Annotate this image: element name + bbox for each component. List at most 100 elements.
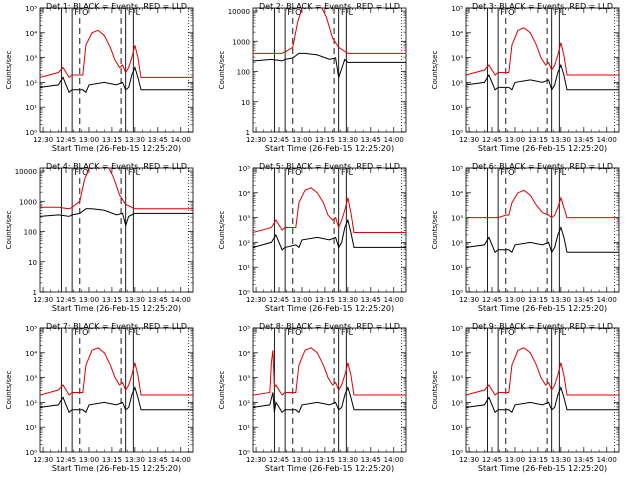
x-axis-label: Start Time (26-Feb-15 12:25:20)	[265, 464, 394, 473]
y-tick-label: 10000	[15, 168, 37, 176]
interval-marker-letter: F	[554, 8, 559, 17]
interval-marker-letter: F	[287, 168, 292, 177]
y-tick-label: 10	[28, 259, 37, 267]
y-tick-label: 10²	[238, 399, 250, 407]
x-tick-label: 13:30	[125, 296, 145, 304]
y-tick-label: 10²	[25, 399, 37, 407]
x-axis-label: Start Time (26-Feb-15 12:25:20)	[265, 144, 394, 153]
x-axis-label: Start Time (26-Feb-15 12:25:20)	[478, 144, 607, 153]
y-tick-label: 10⁵	[238, 325, 250, 333]
x-axis-label: Start Time (26-Feb-15 12:25:20)	[52, 464, 181, 473]
y-tick-label: 10⁴	[451, 190, 463, 198]
interval-marker-letter: L	[562, 328, 567, 337]
series-line-events	[466, 63, 619, 91]
x-tick-label: 12:45	[482, 296, 502, 304]
y-tick-label: 10¹	[451, 424, 463, 432]
interval-marker-letter: O	[508, 168, 514, 177]
series-line-events	[253, 52, 406, 78]
interval-marker-letter: O	[508, 328, 514, 337]
series-line-lld	[253, 347, 406, 396]
interval-marker-letter: O	[508, 8, 514, 17]
panel-title: Det 7: BLACK = Events, RED = LLD	[46, 322, 187, 331]
panel-title: Det 8: BLACK = Events, RED = LLD	[259, 322, 400, 331]
x-axis-label: Start Time (26-Feb-15 12:25:20)	[478, 304, 607, 313]
y-tick-label: 10⁴	[238, 190, 250, 198]
interval-marker-letter: L	[349, 168, 354, 177]
y-tick-label: 10	[241, 99, 250, 107]
x-tick-label: 14:00	[384, 456, 404, 464]
interval-marker-letter: F	[341, 168, 346, 177]
panel-title: Det 9: BLACK = Events, RED = LLD	[472, 322, 613, 331]
y-tick-label: 10000	[228, 8, 250, 16]
x-tick-label: 12:45	[482, 456, 502, 464]
y-tick-label: 10⁰	[238, 449, 250, 457]
x-axis-label: Start Time (26-Feb-15 12:25:20)	[52, 144, 181, 153]
interval-marker-letter: F	[128, 8, 133, 17]
x-tick-label: 12:30	[33, 456, 53, 464]
x-tick-label: 13:15	[315, 296, 335, 304]
y-tick-label: 10³	[238, 215, 250, 223]
x-tick-label: 13:00	[79, 296, 99, 304]
y-tick-label: 10¹	[451, 104, 463, 112]
plot-frame	[252, 327, 407, 453]
y-axis-label: Counts/sec	[218, 371, 226, 410]
x-tick-label: 14:00	[171, 296, 191, 304]
x-tick-label: 12:30	[246, 456, 266, 464]
y-tick-label: 10⁰	[451, 449, 463, 457]
x-tick-label: 13:00	[292, 456, 312, 464]
x-tick-label: 13:15	[102, 456, 122, 464]
y-tick-label: 10²	[25, 79, 37, 87]
interval-marker-letter: F	[554, 168, 559, 177]
interval-marker-letter: F	[287, 8, 292, 17]
x-tick-label: 12:45	[56, 136, 76, 144]
panel-title: Det 3: BLACK = Events, RED = LLD	[472, 2, 613, 11]
y-tick-label: 10³	[451, 55, 463, 63]
y-tick-label: 10⁴	[25, 350, 37, 358]
x-tick-label: 13:00	[505, 456, 525, 464]
x-tick-label: 13:00	[79, 136, 99, 144]
x-tick-label: 13:45	[148, 136, 168, 144]
x-tick-label: 13:45	[361, 136, 381, 144]
x-tick-label: 12:45	[269, 296, 289, 304]
x-tick-label: 13:30	[125, 136, 145, 144]
interval-marker-letter: L	[349, 8, 354, 17]
interval-marker-letter: L	[562, 8, 567, 17]
panel-title: Det 4: BLACK = Events, RED = LLD	[46, 162, 187, 171]
y-tick-label: 10⁵	[25, 325, 37, 333]
panel-title: Det 1: BLACK = Events, RED = LLD	[46, 2, 187, 11]
interval-marker-letter: O	[82, 328, 88, 337]
x-tick-label: 12:30	[246, 136, 266, 144]
x-tick-label: 14:00	[171, 136, 191, 144]
plot-frame	[252, 7, 407, 133]
plot-frame	[39, 167, 194, 293]
y-tick-label: 10¹	[238, 264, 250, 272]
x-tick-label: 12:45	[56, 296, 76, 304]
x-tick-label: 13:15	[315, 136, 335, 144]
y-tick-label: 1000	[232, 38, 250, 46]
x-tick-label: 13:30	[338, 456, 358, 464]
x-tick-label: 12:45	[482, 136, 502, 144]
interval-marker-letter: F	[554, 328, 559, 337]
y-axis-label: Counts/sec	[5, 51, 13, 90]
plot-frame	[465, 167, 620, 293]
x-tick-label: 13:30	[125, 456, 145, 464]
y-tick-label: 10⁵	[451, 5, 463, 13]
x-tick-label: 13:00	[292, 296, 312, 304]
series-line-lld	[253, 8, 406, 54]
y-axis-label: Counts/sec	[431, 371, 439, 410]
x-tick-label: 13:00	[79, 456, 99, 464]
y-tick-label: 10⁴	[451, 30, 463, 38]
x-tick-label: 12:45	[269, 456, 289, 464]
y-tick-label: 10²	[451, 239, 463, 247]
y-tick-label: 1	[246, 129, 250, 137]
y-tick-label: 10³	[451, 375, 463, 383]
y-tick-label: 10²	[451, 399, 463, 407]
interval-marker-letter: F	[128, 328, 133, 337]
